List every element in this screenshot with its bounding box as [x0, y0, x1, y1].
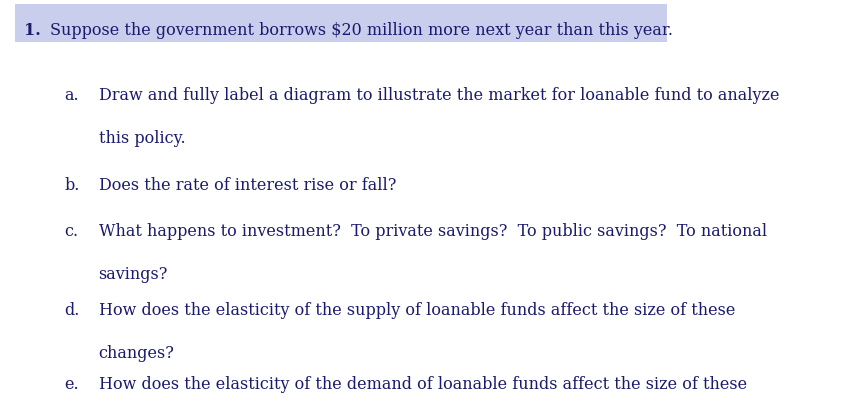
Text: Does the rate of interest rise or fall?: Does the rate of interest rise or fall?	[99, 176, 396, 193]
Text: What happens to investment?  To private savings?  To public savings?  To nationa: What happens to investment? To private s…	[99, 223, 767, 240]
Text: changes?: changes?	[99, 344, 175, 361]
Text: How does the elasticity of the supply of loanable funds affect the size of these: How does the elasticity of the supply of…	[99, 302, 735, 319]
Text: b.: b.	[64, 176, 80, 193]
Text: this policy.: this policy.	[99, 130, 185, 147]
Text: Suppose the government borrows $20 million more next year than this year.: Suppose the government borrows $20 milli…	[50, 22, 673, 39]
Text: d.: d.	[64, 302, 80, 319]
Bar	[15, 5, 667, 43]
Text: Draw and fully label a diagram to illustrate the market for loanable fund to ana: Draw and fully label a diagram to illust…	[99, 87, 779, 104]
Text: 1.: 1.	[24, 22, 41, 39]
Text: savings?: savings?	[99, 265, 168, 282]
Text: e.: e.	[64, 375, 79, 392]
Text: c.: c.	[64, 223, 78, 240]
Text: a.: a.	[64, 87, 79, 104]
Text: How does the elasticity of the demand of loanable funds affect the size of these: How does the elasticity of the demand of…	[99, 375, 746, 392]
